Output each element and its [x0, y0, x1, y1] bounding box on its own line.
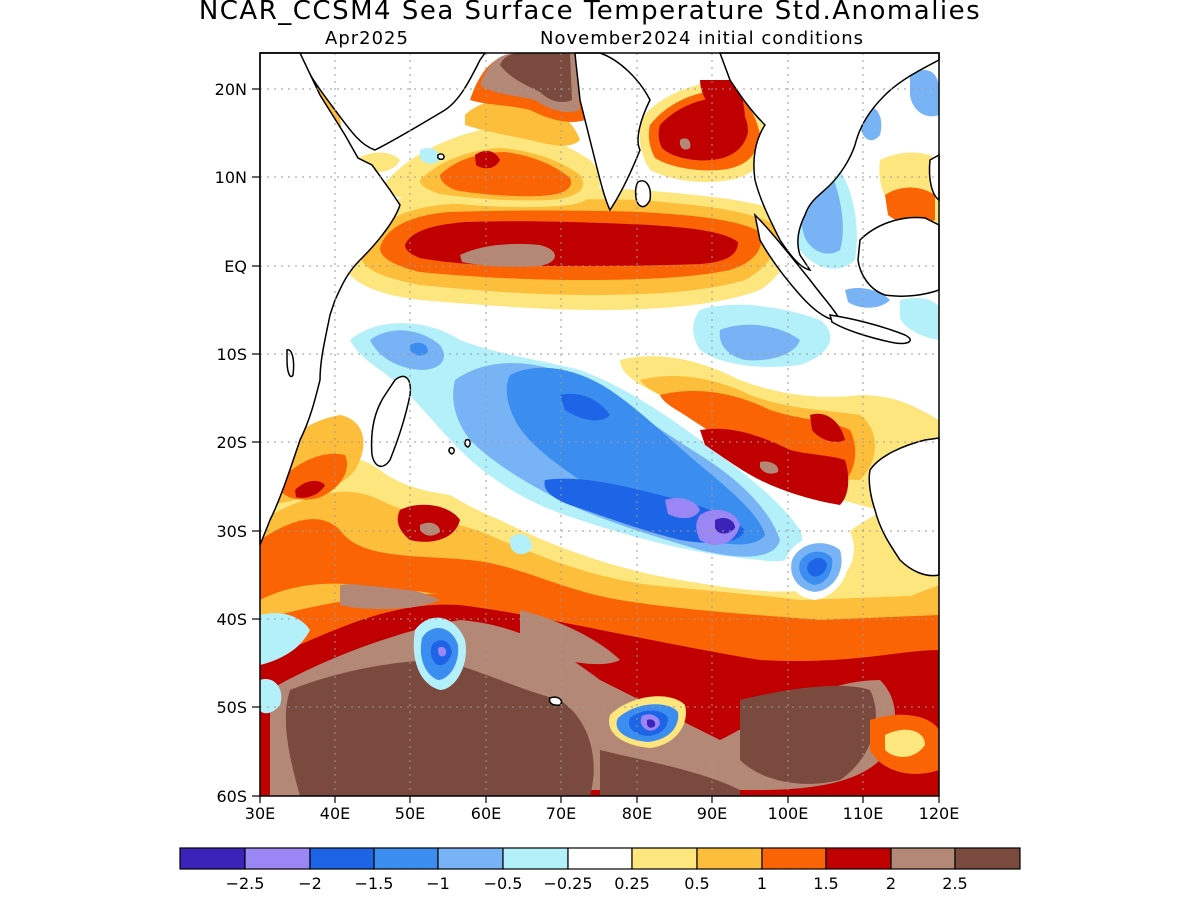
colorbar-box-6 [502, 847, 569, 870]
lat-label-40s: 40S [216, 610, 247, 629]
colorbar-label-2: −2 [298, 874, 322, 893]
colorbar-box-7 [567, 847, 633, 870]
colorbar-box-8 [631, 847, 698, 870]
colorbar-box-13 [954, 847, 1021, 870]
colorbar-label-6: −0.25 [543, 874, 592, 893]
map-title: NCAR_CCSM4 Sea Surface Temperature Std.A… [198, 0, 982, 26]
lat-label-10n: 10N [215, 168, 247, 187]
land-masses [259, 52, 940, 706]
colorbar-box-11 [825, 847, 892, 870]
colorbar-label-11: 2 [886, 874, 896, 893]
colorbar-label-10: 1.5 [813, 874, 838, 893]
lon-label-100e: 100E [768, 804, 809, 823]
colorbar-label-3: −1.5 [355, 874, 394, 893]
forecast-month-label: Apr2025 [325, 28, 409, 49]
colorbar-label-8: 0.5 [684, 874, 709, 893]
colorbar-label-9: 1 [757, 874, 767, 893]
colorbar-box-10 [761, 847, 827, 870]
lat-label-eq: EQ [224, 257, 247, 276]
lat-label-20n: 20N [215, 80, 247, 99]
colorbar-box-2 [244, 847, 311, 870]
lon-label-40e: 40E [320, 804, 350, 823]
colorbar: −2.5 −2 −1.5 −1 −0.5 −0.25 0.25 0.5 1 1.… [179, 847, 1021, 893]
lat-label-50s: 50S [216, 698, 247, 717]
colorbar-box-4 [373, 847, 439, 870]
colorbar-box-5 [437, 847, 504, 870]
longitude-labels: 30E 40E 50E 60E 70E 80E 90E 100E 110E 12… [245, 804, 960, 823]
colorbar-label-4: −1 [426, 874, 450, 893]
initial-conditions-label: November2024 initial conditions [540, 28, 864, 49]
lon-label-110e: 110E [843, 804, 884, 823]
colorbar-box-3 [309, 847, 375, 870]
lon-label-120e: 120E [919, 804, 960, 823]
colorbar-label-12: 2.5 [942, 874, 967, 893]
lon-label-30e: 30E [245, 804, 275, 823]
colorbar-box-1 [179, 847, 246, 870]
lat-label-30s: 30S [216, 522, 247, 541]
lon-label-50e: 50E [395, 804, 425, 823]
colorbar-label-7: 0.25 [614, 874, 650, 893]
colorbar-box-12 [890, 847, 956, 870]
lat-label-60s: 60S [216, 787, 247, 806]
lon-label-60e: 60E [471, 804, 501, 823]
colorbar-box-9 [696, 847, 763, 870]
lon-label-90e: 90E [697, 804, 727, 823]
map-frame [259, 52, 940, 797]
axis-ticks [252, 88, 940, 803]
colorbar-label-1: −2.5 [226, 874, 265, 893]
latitude-labels: 20N 10N EQ 10S 20S 30S 40S 50S 60S [215, 80, 247, 806]
colorbar-label-5: −0.5 [484, 874, 523, 893]
lat-label-20s: 20S [216, 433, 247, 452]
lat-label-10s: 10S [216, 345, 247, 364]
lon-label-70e: 70E [546, 804, 576, 823]
graticule [260, 53, 939, 796]
lon-label-80e: 80E [622, 804, 652, 823]
